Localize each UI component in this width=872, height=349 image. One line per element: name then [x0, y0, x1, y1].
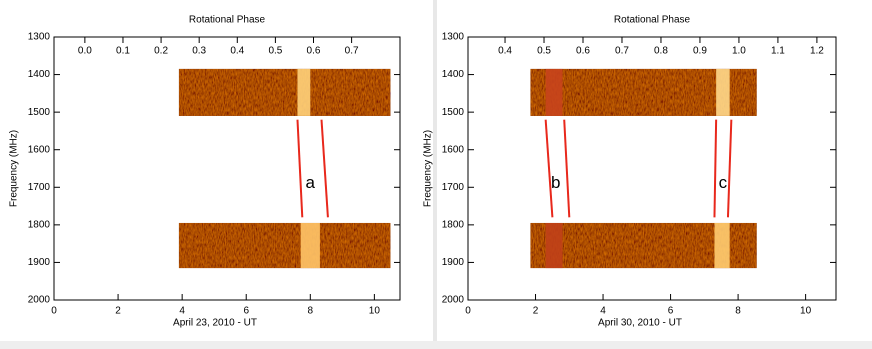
x2-tick-label: 0.5: [268, 46, 282, 57]
spectrum-texture: [178, 68, 391, 116]
x2-tick-label: 0.8: [654, 46, 668, 57]
x2-tick-label: 0.7: [615, 46, 629, 57]
y-tick-label: 1600: [442, 144, 465, 155]
annotation-line: [320, 119, 329, 218]
annotation-line: [544, 119, 554, 218]
x2-tick-label: 0.1: [116, 46, 130, 57]
annotation-line: [563, 119, 571, 218]
y-tick-label: 1800: [28, 219, 51, 230]
x2-tick-label: 1.1: [771, 46, 785, 57]
x2-tick-label: 0.3: [192, 46, 206, 57]
x-tick-label: 10: [369, 306, 381, 317]
x2-tick-label: 0.9: [693, 46, 707, 57]
y-tick-label: 1800: [442, 219, 465, 230]
annotation-label: c: [719, 173, 728, 192]
x-tick-label: 2: [533, 306, 539, 317]
annotation-label: a: [306, 173, 316, 192]
emission-band: [300, 222, 320, 269]
x2-tick-label: 0.2: [154, 46, 168, 57]
y-tick-label: 1900: [442, 257, 465, 268]
x2-tick-label: 0.4: [230, 46, 244, 57]
y-tick-label: 1400: [442, 69, 465, 80]
y-tick-label: 1300: [28, 32, 51, 43]
plot-frame: [53, 36, 401, 301]
annotation-line: [713, 119, 718, 218]
y-tick-label: 1900: [28, 257, 51, 268]
y-tick-label: 1400: [28, 69, 51, 80]
x2-tick-label: 1.0: [732, 46, 746, 57]
plot-frame: [467, 36, 837, 301]
x2-tick-label: 0.6: [576, 46, 590, 57]
x-tick-label: 8: [308, 306, 314, 317]
x2-tick-label: 0.4: [498, 46, 512, 57]
x-tick-label: 0: [465, 306, 471, 317]
x-axis-title: April 30, 2010 - UT: [598, 318, 682, 329]
y-tick-label: 2000: [28, 295, 51, 306]
separator: [433, 0, 437, 349]
x-tick-label: 2: [115, 306, 121, 317]
x-tick-label: 4: [179, 306, 185, 317]
annotation-line: [296, 119, 304, 218]
x2-tick-label: 0.5: [537, 46, 551, 57]
panel: b c 0 2 4 6 8 10 0.4 0.5 0.6 0.7 0.8 0.9 1.0 1.1 1.2 1300…: [423, 15, 837, 329]
y-axis-title: Frequency (MHz): [9, 130, 20, 207]
x-axis-title: April 23, 2010 - UT: [173, 318, 257, 329]
y-tick-label: 1600: [28, 144, 51, 155]
spectrum-texture: [178, 222, 391, 269]
x2-tick-label: 0.0: [78, 46, 92, 57]
x-tick-label: 6: [668, 306, 674, 317]
y-tick-label: 1500: [442, 107, 465, 118]
x-tick-label: 0: [51, 306, 57, 317]
y-tick-label: 1700: [28, 182, 51, 193]
annotation-label: b: [551, 173, 560, 192]
y-tick-label: 1700: [442, 182, 465, 193]
emission-band: [545, 222, 563, 269]
y-axis-title: Frequency (MHz): [423, 130, 434, 207]
emission-band: [545, 68, 563, 116]
emission-band: [714, 222, 730, 269]
panel: a 0 2 4 6 8 10 0.0 0.1 0.2 0.3 0.4 0.5 0.6 0.7 1300 1400…: [9, 15, 401, 329]
top-axis-title: Rotational Phase: [189, 15, 266, 26]
y-tick-label: 2000: [442, 295, 465, 306]
annotation-line: [726, 119, 733, 218]
y-tick-label: 1500: [28, 107, 51, 118]
x-tick-label: 4: [600, 306, 606, 317]
y-tick-label: 1300: [442, 32, 465, 43]
x-tick-label: 10: [800, 306, 812, 317]
x2-tick-label: 0.7: [345, 46, 359, 57]
x-tick-label: 8: [735, 306, 741, 317]
emission-band: [297, 68, 311, 116]
x2-tick-label: 0.6: [307, 46, 321, 57]
x-tick-label: 6: [243, 306, 249, 317]
x2-tick-label: 1.2: [810, 46, 824, 57]
emission-band: [716, 68, 730, 116]
bottom-strip: [0, 341, 872, 349]
top-axis-title: Rotational Phase: [614, 15, 691, 26]
